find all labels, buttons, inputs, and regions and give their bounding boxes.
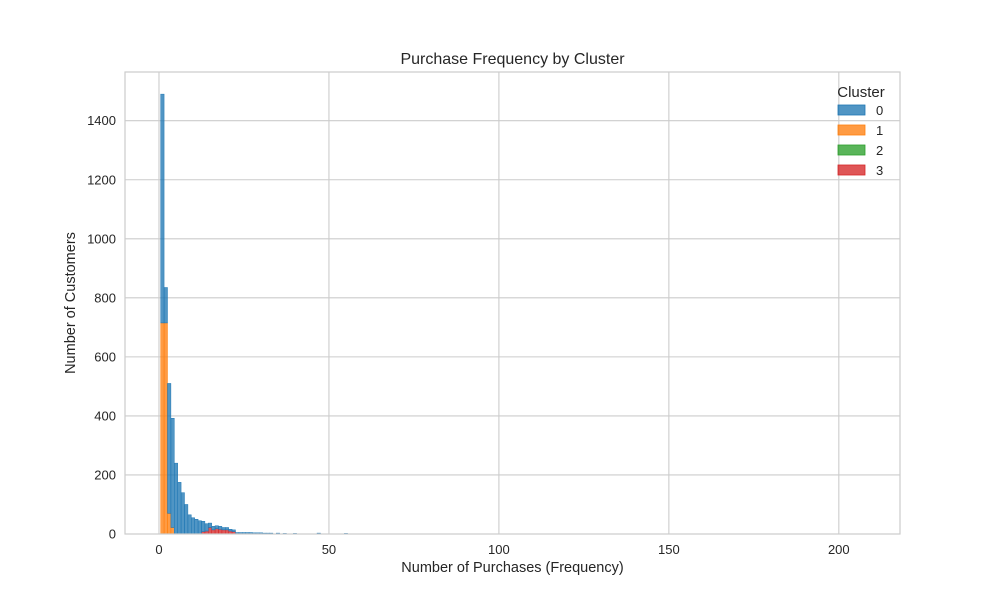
bar-cluster-0 <box>228 529 233 532</box>
y-tick-label: 200 <box>94 467 116 482</box>
bar-cluster-3 <box>214 528 219 535</box>
bar-cluster-0 <box>160 93 165 324</box>
bar-cluster-0 <box>194 518 199 535</box>
bar-cluster-0 <box>167 383 172 514</box>
bar-cluster-0 <box>184 504 189 535</box>
bar-cluster-0 <box>177 482 182 535</box>
legend-title: Cluster <box>837 84 885 101</box>
bar-cluster-0 <box>174 462 178 535</box>
y-tick-label: 0 <box>109 527 116 542</box>
legend-label-cluster-0: 0 <box>876 103 883 118</box>
bar-cluster-1 <box>160 322 165 535</box>
bar-cluster-0 <box>197 520 202 535</box>
y-tick-label: 400 <box>94 408 116 423</box>
bar-cluster-0 <box>231 529 236 532</box>
x-tick-label: 150 <box>658 542 680 557</box>
y-tick-label: 1200 <box>87 172 116 187</box>
y-tick-label: 600 <box>94 349 116 364</box>
bar-cluster-0 <box>187 514 192 535</box>
legend-swatch-cluster-2 <box>837 144 866 156</box>
bar-cluster-0 <box>218 526 223 530</box>
grid <box>125 72 900 535</box>
legend-label-cluster-3: 3 <box>876 163 883 178</box>
y-axis-ticks: 0 200 400 600 800 1000 1200 1400 <box>87 113 116 541</box>
bar-cluster-0 <box>180 492 185 535</box>
x-axis-title: Number of Purchases (Frequency) <box>401 560 623 576</box>
chart-title: Purchase Frequency by Cluster <box>400 51 625 68</box>
bar-cluster-0 <box>191 517 195 535</box>
bar-cluster-0 <box>163 287 168 324</box>
x-tick-label: 200 <box>828 542 850 557</box>
x-tick-label: 50 <box>322 542 336 557</box>
y-axis-title: Number of Customers <box>63 232 79 374</box>
x-axis-ticks: 0 50 100 150 200 <box>155 542 849 557</box>
bar-cluster-0 <box>225 527 229 531</box>
legend-swatch-cluster-0 <box>837 104 866 116</box>
y-tick-label: 800 <box>94 290 116 305</box>
bar-cluster-3 <box>211 529 216 535</box>
bar-cluster-0 <box>170 418 175 528</box>
bar-cluster-0 <box>214 525 219 529</box>
bar-cluster-3 <box>221 529 226 535</box>
bar-cluster-0 <box>204 523 209 532</box>
x-tick-label: 100 <box>488 542 510 557</box>
bar-cluster-1 <box>163 322 168 535</box>
bar-cluster-3 <box>218 529 223 535</box>
x-tick-label: 0 <box>155 542 162 557</box>
bar-cluster-3 <box>225 529 229 535</box>
y-tick-label: 1400 <box>87 113 116 128</box>
legend-label-cluster-2: 2 <box>876 143 883 158</box>
bar-cluster-1 <box>170 527 175 535</box>
bar-cluster-0 <box>208 522 212 528</box>
plot-frame <box>124 71 901 535</box>
plot-area <box>125 72 900 534</box>
legend-swatch-cluster-1 <box>837 124 866 136</box>
bar-cluster-0 <box>221 527 226 531</box>
legend-swatch-cluster-3 <box>837 164 866 176</box>
legend-label-cluster-1: 1 <box>876 123 883 138</box>
bar-cluster-1 <box>167 513 172 535</box>
bar-cluster-0 <box>201 521 206 532</box>
y-tick-label: 1000 <box>87 231 116 246</box>
bars <box>160 93 348 535</box>
bar-cluster-0 <box>211 526 216 531</box>
legend: Cluster 0 1 2 3 <box>837 84 885 178</box>
bar-cluster-3 <box>208 527 212 535</box>
